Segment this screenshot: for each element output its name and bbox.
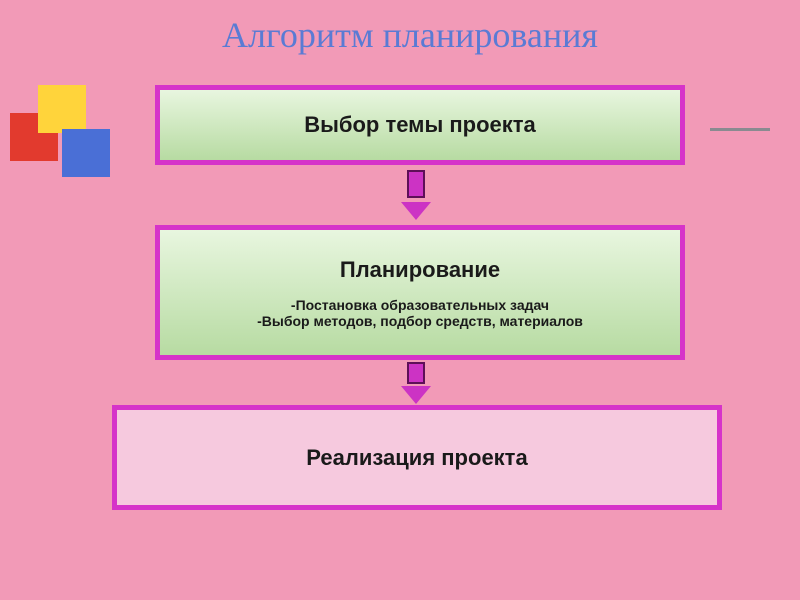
slide-title: Алгоритм планирования	[130, 14, 690, 56]
decor-square-blue	[62, 129, 110, 177]
decor-dash	[710, 128, 770, 131]
step-2-line2: -Выбор методов, подбор средств, материал…	[257, 313, 583, 329]
step-box-planning: Планирование -Постановка образовательных…	[155, 225, 685, 360]
step-box-implementation: Реализация проекта	[112, 405, 722, 510]
arrow-2	[396, 362, 436, 404]
arrow-2-stem	[407, 362, 425, 384]
decor-square-yellow	[38, 85, 86, 133]
step-3-heading: Реализация проекта	[306, 445, 527, 471]
step-1-heading: Выбор темы проекта	[304, 112, 536, 138]
arrow-2-head	[401, 386, 431, 404]
step-2-line1: -Постановка образовательных задач	[291, 297, 549, 313]
arrow-1	[396, 170, 436, 220]
slide-canvas: Алгоритм планирования Выбор темы проекта…	[0, 0, 800, 600]
arrow-1-head	[401, 202, 431, 220]
decor-squares	[10, 85, 140, 195]
step-2-heading: Планирование	[340, 257, 500, 283]
step-box-choose-topic: Выбор темы проекта	[155, 85, 685, 165]
arrow-1-stem	[407, 170, 425, 198]
